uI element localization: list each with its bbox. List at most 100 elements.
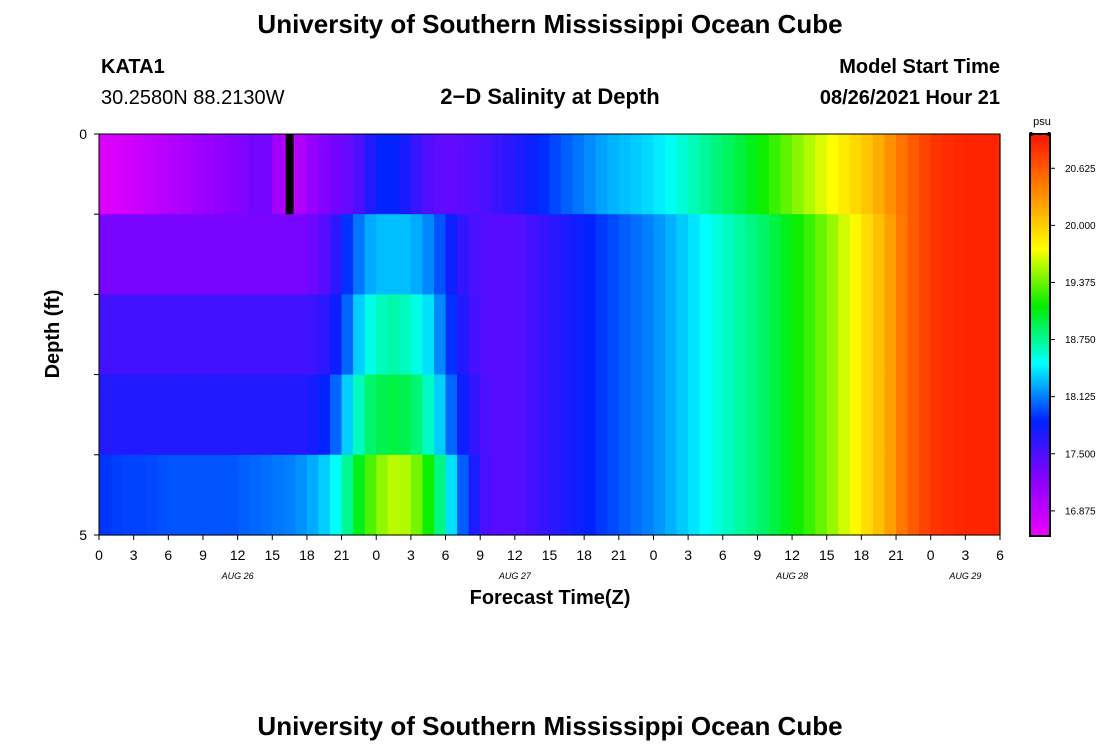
heatmap-cell	[665, 374, 678, 456]
heatmap-cell	[110, 454, 123, 536]
heatmap-cell	[896, 374, 909, 456]
heatmap-cell	[399, 134, 412, 215]
x-tick-label: 3	[130, 547, 138, 563]
colorbar-tick-label: 20.000	[1065, 221, 1096, 232]
heatmap-cell	[607, 134, 620, 215]
colorbar-ticks: 20.625 20.000 19.375 18.750 18.125 17.500 16.8…	[1029, 132, 1096, 517]
heatmap-cell	[364, 134, 377, 215]
heatmap-cell	[318, 294, 331, 376]
heatmap-cell	[283, 454, 296, 536]
heatmap-cell	[745, 214, 759, 295]
heatmap-cell	[341, 134, 354, 215]
x-tick-label: 21	[334, 547, 350, 563]
heatmap-cell	[99, 374, 112, 456]
heatmap-cell	[618, 294, 631, 376]
colorbar-corner	[1029, 132, 1033, 136]
heatmap-cell	[226, 134, 239, 215]
heatmap-cell	[653, 214, 666, 295]
heatmap-cell	[526, 374, 539, 456]
heatmap-cell	[399, 374, 412, 456]
heatmap-cell	[249, 454, 262, 536]
heatmap-cell	[838, 134, 851, 215]
heatmap-cell	[826, 214, 839, 295]
heatmap-cell	[445, 374, 458, 456]
heatmap-cell	[919, 374, 932, 456]
x-tick-label: 21	[611, 547, 627, 563]
heatmap-cell	[930, 294, 943, 376]
heatmap-cell	[353, 374, 366, 456]
heatmap-cell	[283, 374, 296, 456]
heatmap-cell	[988, 454, 1001, 536]
heatmap-cell	[572, 214, 585, 295]
heatmap-cell	[815, 454, 828, 536]
heatmap-cell	[410, 214, 424, 295]
heatmap-cell	[618, 454, 631, 536]
heatmap-cell	[491, 454, 504, 536]
heatmap-cell	[445, 294, 458, 376]
heatmap-cell	[433, 454, 447, 536]
heatmap-cell	[849, 134, 862, 215]
heatmap-cell	[306, 454, 320, 536]
heatmap-cell	[133, 214, 146, 295]
heatmap-cell	[584, 134, 597, 215]
heatmap-cell	[653, 294, 666, 376]
heatmap-cell	[364, 294, 377, 376]
heatmap-cell	[734, 294, 747, 376]
x-tick-label: 9	[199, 547, 207, 563]
heatmap-cell	[191, 454, 204, 536]
heatmap-cell	[179, 294, 193, 376]
heatmap-cell	[722, 214, 735, 295]
heatmap-cell	[572, 134, 585, 215]
heatmap-cell	[202, 294, 216, 376]
heatmap-cell	[179, 134, 193, 215]
heatmap-cell	[122, 374, 135, 456]
heatmap-cell	[249, 214, 262, 295]
heatmap-cell	[780, 374, 793, 456]
heatmap-cell	[191, 134, 204, 215]
heatmap-cell	[330, 134, 343, 215]
heatmap-cell	[792, 214, 805, 295]
heatmap-cell	[249, 374, 262, 456]
heatmap-cell	[387, 214, 400, 295]
heatmap-cell	[953, 134, 966, 215]
heatmap-cell	[168, 454, 181, 536]
heatmap-cell	[330, 214, 343, 295]
model-start-time: 08/26/2021 Hour 21	[819, 87, 1000, 109]
heatmap-cell	[745, 294, 759, 376]
heatmap-cell	[953, 374, 966, 456]
heatmap-cell	[526, 134, 539, 215]
heatmap-cell	[653, 134, 666, 215]
heatmap-cell	[457, 374, 470, 456]
heatmap-cell	[561, 294, 574, 376]
heatmap-cell	[988, 294, 1001, 376]
heatmap-cell	[665, 294, 678, 376]
heatmap-cell	[884, 134, 897, 215]
heatmap-cell	[792, 454, 805, 536]
heatmap-cell	[422, 214, 435, 295]
heatmap-cell	[387, 454, 400, 536]
heatmap-cell	[376, 134, 389, 215]
heatmap-cell	[896, 134, 909, 215]
heatmap-cell	[537, 134, 551, 215]
station-id: KATA1	[101, 56, 165, 78]
heatmap-cells	[99, 134, 1001, 536]
heatmap-cell	[745, 374, 759, 456]
heatmap-cell	[156, 134, 169, 215]
heatmap-cell	[537, 294, 551, 376]
heatmap-cell	[907, 454, 920, 536]
heatmap-cell	[445, 214, 458, 295]
heatmap-cell	[330, 294, 343, 376]
heatmap-cell	[249, 294, 262, 376]
heatmap-cell	[549, 134, 562, 215]
x-tick-label: 12	[784, 547, 800, 563]
y-tick-label: 5	[79, 527, 87, 543]
heatmap-cell	[295, 454, 308, 536]
heatmap-cell	[711, 134, 724, 215]
heatmap-cell	[249, 134, 262, 215]
heatmap-cell	[722, 294, 735, 376]
heatmap-cell	[99, 454, 112, 536]
heatmap-cell	[572, 454, 585, 536]
heatmap-cell	[595, 214, 608, 295]
heatmap-cell	[410, 294, 424, 376]
heatmap-cell	[849, 454, 862, 536]
